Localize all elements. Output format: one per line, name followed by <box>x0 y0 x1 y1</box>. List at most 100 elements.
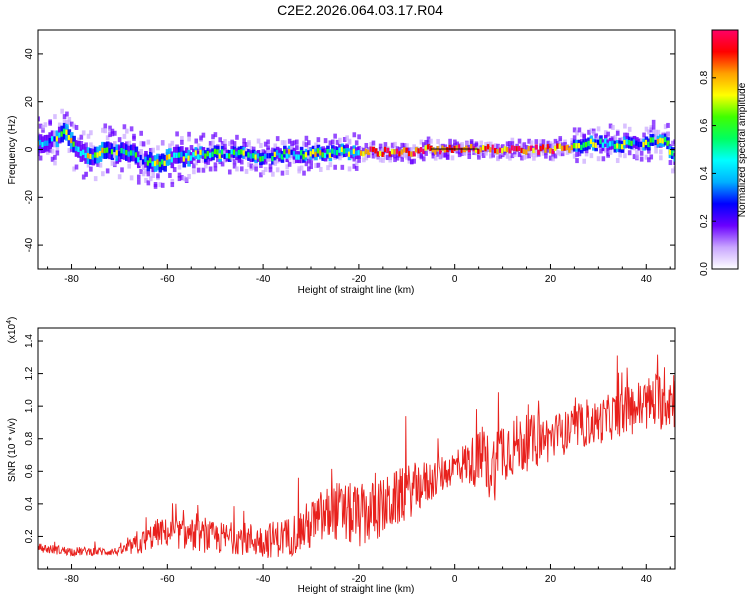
spectrogram-cell <box>84 171 88 177</box>
spectrogram-cell <box>491 152 495 158</box>
spectrogram-cell <box>615 130 620 136</box>
spectrogram-y-tick-label: 20 <box>24 96 35 108</box>
spectrogram-cell <box>580 132 584 138</box>
spectrogram-x-tick-label: 40 <box>641 274 653 285</box>
spectrogram-cell <box>335 150 340 156</box>
spectrogram-cells <box>38 108 675 189</box>
spectrogram-cell <box>632 139 637 145</box>
spectrogram-cell <box>177 164 182 170</box>
spectrogram-cell <box>287 155 292 161</box>
spectrogram-cell <box>168 153 172 160</box>
spectrogram-cell <box>65 129 69 135</box>
spectrogram-cell <box>496 156 500 162</box>
spectrogram-cell <box>419 154 424 160</box>
spectrogram-cell <box>479 151 484 157</box>
spectrogram-cell <box>318 166 323 172</box>
spectrogram-cell <box>67 119 72 125</box>
spectrogram-cell <box>652 137 656 143</box>
spectrogram-cell <box>628 140 632 146</box>
spectrogram-cell <box>141 141 146 147</box>
spectrogram-cell <box>314 142 318 148</box>
spectrogram-cell <box>187 131 191 137</box>
spectrogram-cell <box>486 141 491 147</box>
spectrogram-cell <box>383 146 388 153</box>
spectrogram-cell <box>141 159 146 165</box>
spectrogram-cell <box>414 147 419 153</box>
spectrogram-cell <box>366 152 371 158</box>
spectrogram-x-ticks: -80 -60 -40 -20 0 20 40 <box>47 264 671 285</box>
snr-scale-prefix: (x10 <box>7 323 18 343</box>
spectrogram-cell <box>527 138 531 144</box>
spectrogram-cell <box>584 151 589 157</box>
spectrogram-cell <box>91 154 95 160</box>
spectrogram-cell <box>38 151 40 157</box>
spectrogram-cell <box>639 150 644 156</box>
spectrogram-cell <box>407 150 411 157</box>
spectrogram-cell <box>642 132 646 138</box>
spectrogram-cell <box>249 163 254 169</box>
spectrogram-cell <box>484 150 488 156</box>
spectrogram-cell <box>405 154 409 160</box>
spectrogram-cell <box>213 166 218 172</box>
spectrogram-cell <box>386 147 390 154</box>
spectrogram-cell <box>62 114 67 120</box>
spectrogram-cell <box>38 123 43 129</box>
spectrogram-cell <box>522 148 526 155</box>
spectrogram-cell <box>589 138 593 144</box>
snr-scale-exponent: 4 <box>6 320 13 324</box>
spectrogram-cell <box>122 148 127 155</box>
spectrogram-cell <box>457 152 462 158</box>
spectrogram-cell <box>635 154 639 160</box>
spectrogram-cell <box>412 151 416 157</box>
spectrogram-cell <box>515 146 519 152</box>
spectrogram-cell <box>321 146 325 152</box>
spectrogram-cell <box>208 145 213 151</box>
spectrogram-cell <box>606 142 610 148</box>
spectrogram-cell <box>482 145 486 151</box>
spectrogram-cell <box>304 135 309 141</box>
spectrogram-cell <box>481 152 486 158</box>
spectrogram-cell <box>153 160 158 167</box>
spectrogram-cell <box>86 162 91 168</box>
spectrogram-x-tick-label: -60 <box>160 274 175 285</box>
spectrogram-cell <box>235 134 239 140</box>
spectrogram-cell <box>572 135 577 141</box>
spectrogram-cell <box>668 149 673 155</box>
spectrogram-cell <box>302 154 306 160</box>
spectrogram-cell <box>544 153 548 159</box>
spectrogram-cell <box>402 143 407 149</box>
spectrogram-cell <box>460 151 464 157</box>
spectrogram-cell <box>98 150 103 157</box>
spectrogram-cell <box>541 147 546 153</box>
spectrogram-cell <box>158 182 163 188</box>
spectrogram-cell <box>618 137 622 143</box>
spectrogram-cell <box>489 153 493 159</box>
spectrogram-cell <box>201 167 206 173</box>
spectrogram-cell <box>448 144 452 151</box>
spectrogram-cell <box>55 150 60 156</box>
spectrogram-cell <box>139 130 143 136</box>
spectrogram-cell <box>182 176 187 182</box>
spectrogram-cell <box>512 152 517 158</box>
spectrogram-cell <box>565 144 570 151</box>
spectrogram-cell <box>105 135 110 141</box>
spectrogram-cell <box>352 132 357 138</box>
spectrogram-cell <box>319 150 323 156</box>
spectrogram-x-tick-label: -80 <box>64 274 79 285</box>
spectrogram-cell <box>307 158 311 164</box>
spectrogram-cell <box>448 138 452 144</box>
snr-x-tick-label: -60 <box>160 574 175 585</box>
spectrogram-cell <box>508 140 512 146</box>
spectrogram-cell <box>295 154 299 160</box>
spectrogram-cell <box>237 149 241 156</box>
spectrogram-cell <box>122 124 127 130</box>
spectrogram-cell <box>573 143 577 149</box>
spectrogram-cell <box>500 144 505 150</box>
spectrogram-cell <box>484 142 488 148</box>
spectrogram-cell <box>551 148 555 155</box>
spectrogram-cell <box>108 132 112 138</box>
spectrogram-cell <box>563 139 567 145</box>
spectrogram-cell <box>381 157 385 163</box>
spectrogram-cell <box>268 153 273 159</box>
spectrogram-cell <box>611 124 615 130</box>
